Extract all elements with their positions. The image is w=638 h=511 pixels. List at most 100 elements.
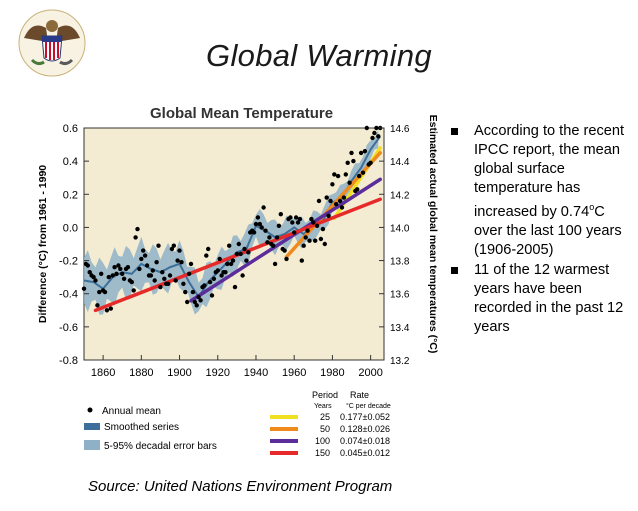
x-tick-label: 1980 xyxy=(320,367,344,379)
annual-mean-point xyxy=(129,279,134,285)
annual-mean-point xyxy=(211,276,217,281)
annual-mean-point xyxy=(173,278,178,283)
annual-mean-point xyxy=(110,273,115,278)
y-tick-label: -0.6 xyxy=(59,322,78,334)
annual-mean-point xyxy=(284,256,289,262)
annual-mean-point xyxy=(179,260,184,265)
source-caption: Source: United Nations Environment Progr… xyxy=(88,478,393,495)
trend-legend-period: 100 xyxy=(315,436,330,446)
annual-mean-point xyxy=(316,198,322,204)
annual-mean-point xyxy=(232,284,238,290)
trend-legend-period: 25 xyxy=(320,412,330,422)
annual-mean-point xyxy=(154,260,159,265)
annual-mean-point xyxy=(225,261,230,267)
y-tick-label: -0.2 xyxy=(59,256,78,268)
annual-mean-point xyxy=(131,288,136,293)
annual-mean-point xyxy=(106,274,112,280)
annual-mean-point xyxy=(330,182,335,187)
annual-mean-point xyxy=(261,205,266,210)
x-tick-label: 1940 xyxy=(244,367,268,379)
annual-mean-point xyxy=(267,235,272,240)
x-tick-label: 2000 xyxy=(358,367,382,379)
trend-legend-rate: 0.128±0.026 xyxy=(340,424,390,434)
annual-mean-point xyxy=(347,180,352,185)
annual-mean-point xyxy=(259,225,264,230)
annual-mean-point xyxy=(104,308,110,313)
y2-tick-label: 14.4 xyxy=(390,157,410,168)
legend-error-label: 5-95% decadal error bars xyxy=(104,441,217,452)
y-axis-label: Difference (°C) from 1961 - 1990 xyxy=(37,165,49,323)
annual-mean-point xyxy=(177,248,182,253)
annual-mean-point xyxy=(372,130,377,136)
annual-mean-point xyxy=(358,150,364,156)
annual-mean-point xyxy=(368,160,373,165)
annual-mean-point xyxy=(91,274,96,280)
annual-mean-point xyxy=(324,195,329,200)
annual-mean-point xyxy=(112,265,117,270)
y2-axis-label: Estimated actual global mean temperature… xyxy=(427,115,439,354)
annual-mean-point xyxy=(171,243,176,248)
chart-title: Global Mean Temperature xyxy=(150,105,333,122)
annual-mean-point xyxy=(202,283,207,288)
y2-tick-label: 14.6 xyxy=(390,124,410,135)
annual-mean-point xyxy=(278,212,283,217)
y-tick-label: 0.4 xyxy=(63,156,78,168)
annual-mean-point xyxy=(314,223,320,228)
legend-error-marker xyxy=(84,440,100,450)
y-tick-label: -0.8 xyxy=(59,355,78,367)
annual-mean-point xyxy=(349,150,354,156)
annual-mean-point xyxy=(223,270,228,275)
annual-mean-point xyxy=(144,263,150,268)
annual-mean-point xyxy=(169,246,175,252)
annual-mean-point xyxy=(236,241,241,247)
x-tick-label: 1920 xyxy=(206,367,230,379)
annual-mean-point xyxy=(288,215,293,220)
annual-mean-point xyxy=(121,276,127,281)
annual-mean-point xyxy=(343,172,348,177)
annual-mean-point xyxy=(108,306,114,311)
y2-tick-label: 13.2 xyxy=(390,356,410,367)
x-tick-label: 1880 xyxy=(129,367,153,379)
annual-mean-point xyxy=(311,220,316,225)
annual-mean-point xyxy=(148,273,154,278)
y2-tick-label: 14.2 xyxy=(390,190,410,201)
annual-mean-point xyxy=(135,226,140,232)
annual-mean-point xyxy=(255,215,261,220)
annual-mean-point xyxy=(230,258,236,263)
trend-header-rate: Rate xyxy=(350,390,369,400)
annual-mean-point xyxy=(257,221,262,227)
annual-mean-point xyxy=(99,271,104,276)
annual-mean-point xyxy=(318,236,324,242)
slide-title: Global Warming xyxy=(206,38,432,73)
x-tick-label: 1860 xyxy=(91,367,115,379)
annual-mean-point xyxy=(234,251,240,257)
annual-mean-point xyxy=(87,270,92,275)
annual-mean-point xyxy=(253,221,259,227)
trend-legend-rate: 0.045±0.012 xyxy=(340,448,390,458)
annual-mean-point xyxy=(116,263,121,268)
annual-mean-point xyxy=(301,243,306,248)
annual-mean-point xyxy=(142,253,148,258)
trend-header-units: °C per decade xyxy=(346,402,391,410)
annual-mean-point xyxy=(305,228,310,233)
bullet-text: According to the recent IPCC report, the… xyxy=(474,123,625,220)
annual-mean-point xyxy=(198,298,203,303)
annual-mean-point xyxy=(299,258,304,263)
trend-legend-rate: 0.177±0.052 xyxy=(340,412,390,422)
y-tick-label: 0.2 xyxy=(63,189,78,201)
annual-mean-point xyxy=(307,238,312,243)
annual-mean-point xyxy=(345,160,350,165)
bullet-text-tail: C over the last 100 years (1906-2005) xyxy=(474,203,622,258)
y2-tick-label: 13.8 xyxy=(390,257,410,268)
annual-mean-point xyxy=(328,198,333,204)
annual-mean-point xyxy=(370,135,375,141)
trend-legend-period: 50 xyxy=(320,424,330,434)
annual-mean-point xyxy=(240,273,245,278)
annual-mean-point xyxy=(152,278,157,283)
annual-mean-point xyxy=(215,268,220,273)
annual-mean-point xyxy=(206,246,211,252)
annual-mean-point xyxy=(263,228,268,233)
annual-mean-point xyxy=(150,268,155,273)
annual-mean-point xyxy=(196,294,201,300)
